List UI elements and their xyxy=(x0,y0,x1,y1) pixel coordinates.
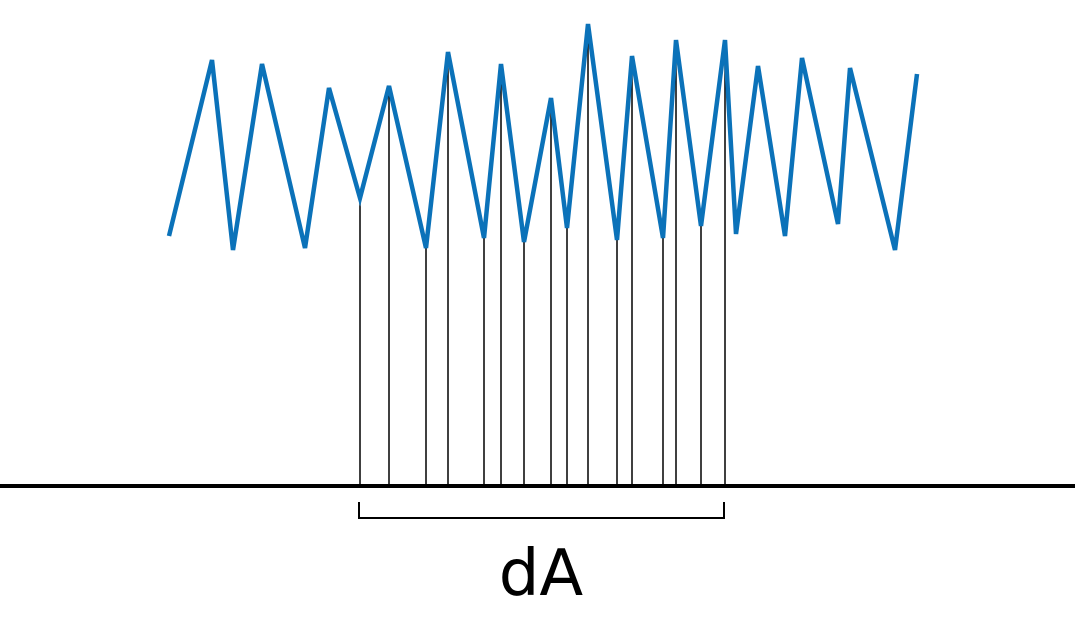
rough-surface-profile xyxy=(166,23,920,251)
area-bracket xyxy=(358,502,725,519)
area-label: dA xyxy=(499,537,584,611)
projection-lines xyxy=(359,24,726,486)
